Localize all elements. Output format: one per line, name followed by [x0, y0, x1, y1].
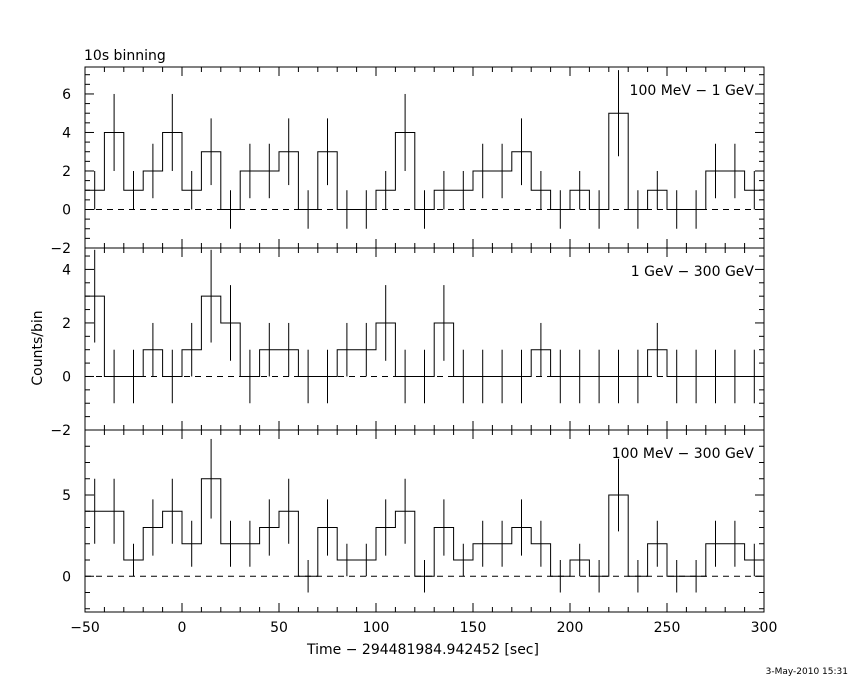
panel-1-title: 10s binning	[84, 48, 166, 64]
y-tick-label: 0	[62, 369, 71, 385]
y-tick-label: 0	[62, 569, 71, 585]
panel-3: 0 5 100 MeV − 300 GeV	[62, 429, 765, 613]
y-tick-label: 2	[62, 316, 71, 332]
x-tick-label: 250	[654, 620, 681, 636]
energy-band-label: 100 MeV − 300 GeV	[612, 446, 755, 462]
energy-band-label: 100 MeV − 1 GeV	[630, 83, 755, 99]
x-tick-label: 0	[178, 620, 187, 636]
y-tick-label: 2	[62, 164, 71, 180]
timestamp-label: 3-May-2010 15:31	[766, 667, 848, 677]
y-tick-label: −2	[50, 423, 71, 439]
y-tick-label: 6	[62, 87, 71, 103]
x-tick-label: 300	[751, 620, 778, 636]
y-axis-label: Counts/bin	[30, 310, 46, 385]
panels-group: −2 0 2 4 6 100 MeV − 1 GeV −2 0 2 4 1 GeV − 300 Ge…	[50, 66, 778, 636]
x-axis-label: Time − 294481984.942452 [sec]	[306, 642, 539, 658]
x-tick-label: 50	[270, 620, 288, 636]
x-tick-label: 100	[363, 620, 390, 636]
y-tick-label: 0	[62, 202, 71, 218]
y-tick-label: 4	[62, 262, 71, 278]
y-tick-label: 5	[62, 488, 71, 504]
y-tick-label: 4	[62, 125, 71, 141]
x-tick-label: 150	[460, 620, 487, 636]
y-tick-label: −2	[50, 241, 71, 257]
panel-1: −2 0 2 4 6 100 MeV − 1 GeV	[50, 66, 765, 257]
energy-band-label: 1 GeV − 300 GeV	[631, 264, 755, 280]
panel-2: −2 0 2 4 1 GeV − 300 GeV	[50, 247, 765, 439]
x-tick-label: −50	[70, 620, 100, 636]
x-tick-label: 200	[557, 620, 584, 636]
panel-frame	[84, 429, 765, 613]
